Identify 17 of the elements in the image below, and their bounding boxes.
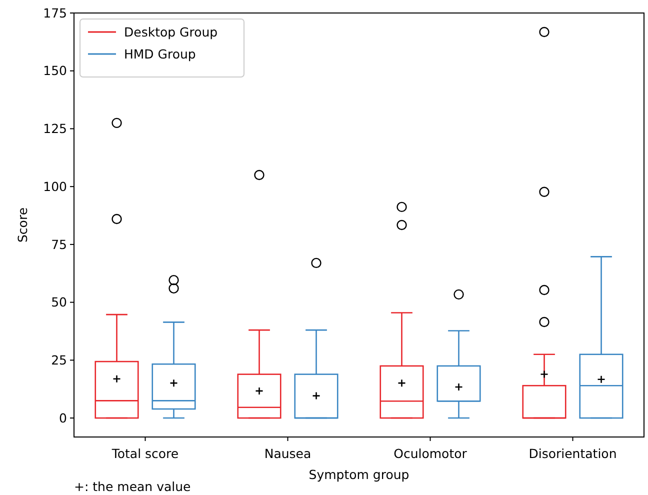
y-tick-label: 125 — [43, 121, 67, 136]
y-tick-label: 75 — [51, 236, 67, 252]
text: +: the mean value — [74, 479, 192, 494]
y-tick-label: 100 — [43, 178, 68, 194]
x-tick-label: Oculomotor — [394, 446, 468, 461]
x-tick-label: Nausea — [264, 446, 312, 461]
y-axis-title: Score — [15, 207, 30, 243]
legend-label: Desktop Group — [124, 24, 218, 40]
x-tick-label: Total score — [110, 446, 179, 461]
y-tick-label: 0 — [59, 410, 68, 426]
legend-label: HMD Group — [124, 46, 196, 62]
y-tick-label: 150 — [43, 63, 68, 78]
y-tick-label: 50 — [51, 294, 68, 310]
y-tick-label: 175 — [43, 5, 67, 20]
y-tick-label: 25 — [51, 352, 67, 368]
x-tick-label: Disorientation — [528, 446, 617, 461]
x-axis-title: Symptom group — [308, 467, 410, 482]
